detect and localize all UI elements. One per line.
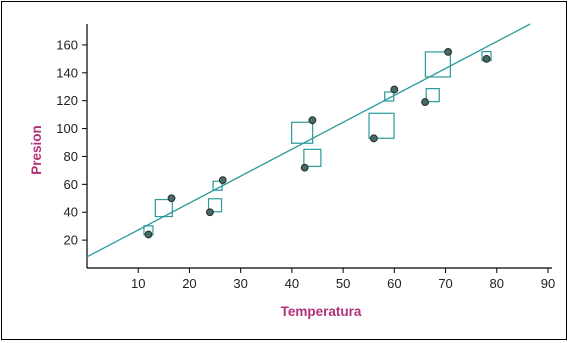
y-tick-label: 60 [64,177,78,192]
data-point [369,134,378,143]
y-tick-label: 120 [56,93,78,108]
x-tick-label: 20 [182,276,196,291]
x-tick-label: 70 [438,276,452,291]
x-tick-label: 90 [541,276,555,291]
trend-line [86,23,531,258]
data-point [144,230,153,239]
data-point [444,47,453,56]
fitted-square-marker [425,88,440,103]
x-tick-label: 10 [131,276,145,291]
fitted-markers [143,50,492,236]
trend-line-layer [86,23,531,258]
y-tick-label: 20 [64,233,78,248]
y-tick-label: 40 [64,205,78,220]
x-tick-label: 40 [285,276,299,291]
ticks: 10 20 30 40 50 60 70 80 90 20 40 60 80 100 120 140 160 [56,37,555,291]
data-point [300,163,309,172]
axes [86,24,552,269]
fitted-square-marker [291,121,314,144]
fitted-square-marker [212,180,223,191]
x-axis-title: Temperatura [281,304,362,319]
data-point [167,194,176,203]
x-tick-label: 80 [490,276,504,291]
fitted-square-marker [368,112,395,139]
fitted-square-marker [384,91,395,102]
fitted-square-marker [424,51,451,78]
fitted-square-marker [154,198,173,218]
fitted-square-marker [207,198,223,213]
y-tick-label: 160 [56,37,78,52]
data-point [308,116,317,125]
y-axis-title: Presion [29,125,44,175]
y-tick-label: 100 [56,121,78,136]
data-point [421,98,429,106]
data-points [144,47,491,239]
x-tick-label: 50 [336,276,350,291]
y-tick-label: 80 [64,149,78,164]
x-tick-label: 60 [387,276,401,291]
y-tick-label: 140 [56,65,78,80]
data-point [206,208,214,217]
fitted-square-marker [303,148,322,167]
data-point [390,85,399,94]
data-point [218,176,227,185]
x-tick-label: 30 [233,276,247,291]
data-point [482,54,491,63]
